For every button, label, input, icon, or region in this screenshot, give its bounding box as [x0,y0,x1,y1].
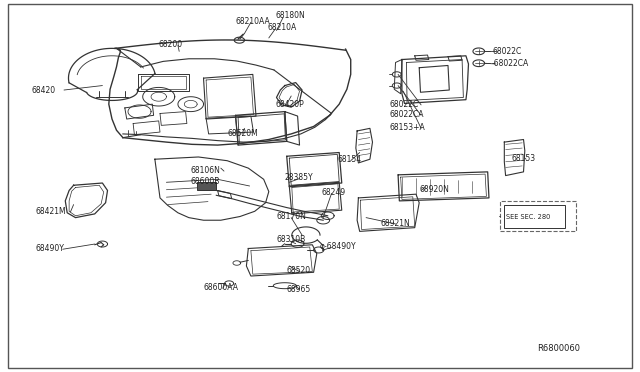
FancyBboxPatch shape [8,4,632,368]
Text: φ-68490Y: φ-68490Y [320,242,356,251]
Text: 68170N: 68170N [276,212,307,221]
Text: 68022C: 68022C [389,100,419,109]
Text: 28385Y: 28385Y [285,173,314,182]
Text: 68600B: 68600B [191,177,220,186]
Text: SEE SEC. 280: SEE SEC. 280 [506,214,550,219]
Text: 68153+A: 68153+A [389,123,425,132]
Text: 68153: 68153 [512,154,536,163]
Text: 68420: 68420 [32,86,56,94]
Text: 68965: 68965 [287,285,311,294]
Text: 68154: 68154 [338,155,362,164]
Text: R6800060: R6800060 [538,344,580,353]
FancyBboxPatch shape [500,201,576,231]
Bar [197,182,216,190]
Text: 68200: 68200 [159,40,183,49]
Text: 68520: 68520 [287,266,311,275]
Bar [504,205,565,228]
Text: 68249: 68249 [321,188,346,197]
Text: 68420P: 68420P [275,100,304,109]
Text: 68921N: 68921N [381,219,410,228]
Text: 68022C: 68022C [493,47,522,56]
Text: 68310B: 68310B [276,235,306,244]
Text: 68920N: 68920N [419,185,449,194]
Text: 68180N: 68180N [275,11,305,20]
Text: 68022CA: 68022CA [389,110,424,119]
Text: 68106N: 68106N [191,166,221,175]
Text: 68520M: 68520M [227,129,258,138]
Text: 68600AA: 68600AA [204,283,239,292]
Text: 68210A: 68210A [268,23,297,32]
Text: -68022CA: -68022CA [492,60,529,68]
Text: 68490Y: 68490Y [35,244,64,253]
Text: 68210AA: 68210AA [236,17,270,26]
Text: 68421M: 68421M [35,207,66,216]
